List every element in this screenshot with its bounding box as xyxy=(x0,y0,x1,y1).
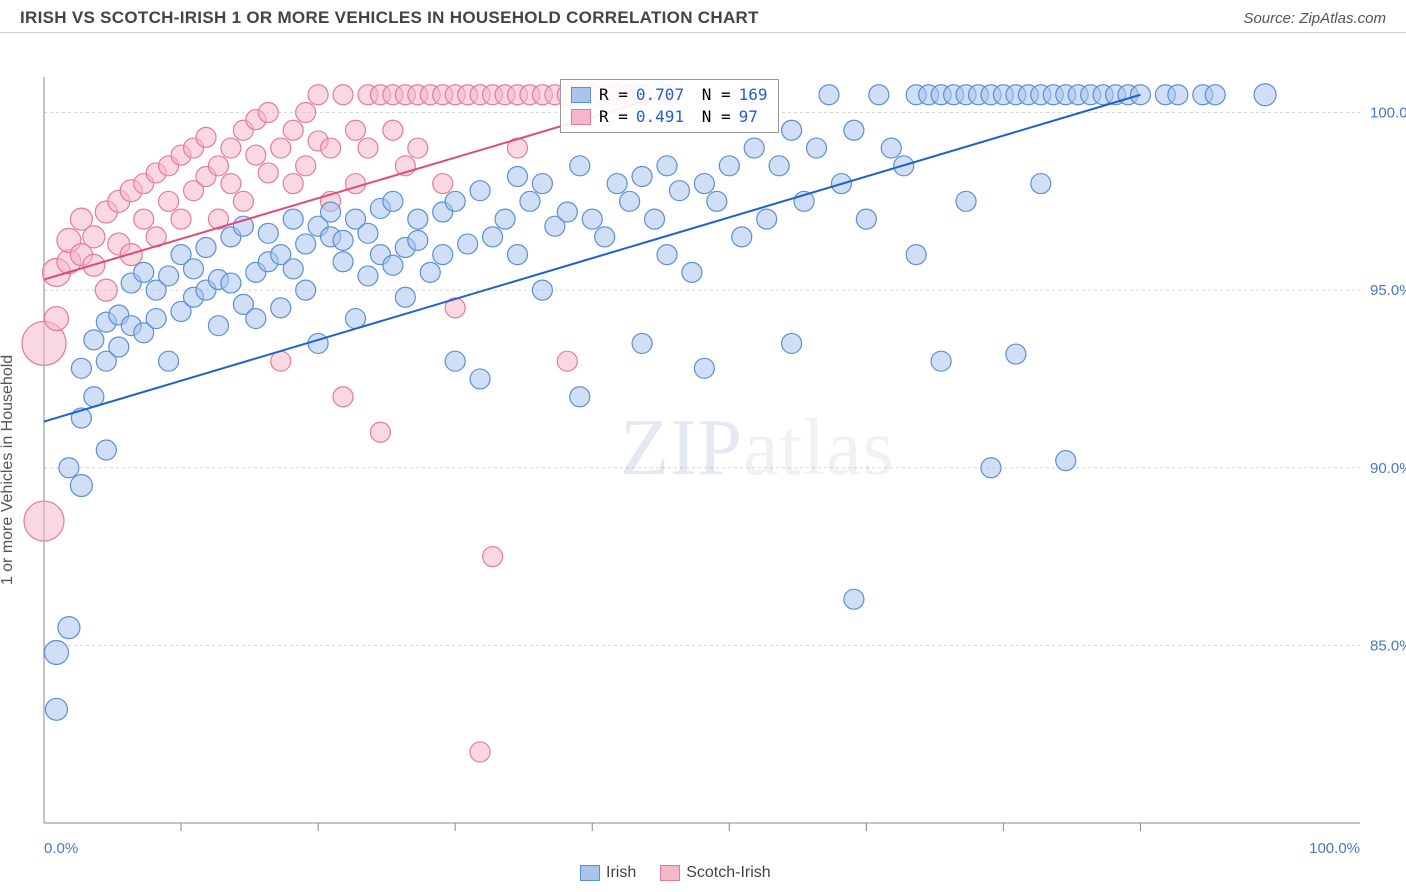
svg-text:95.0%: 95.0% xyxy=(1370,282,1406,299)
stats-row-scotch: R = 0.491 N = 97 xyxy=(571,106,768,128)
chart-area: 1 or more Vehicles in Household 85.0% 90.… xyxy=(0,33,1406,888)
svg-text:100.0%: 100.0% xyxy=(1370,105,1406,122)
stat-r-irish: 0.707 xyxy=(636,84,684,106)
legend-item-irish: Irish xyxy=(580,864,636,882)
y-axis-label: 1 or more Vehicles in Household xyxy=(0,354,17,584)
legend-label-scotch: Scotch-Irish xyxy=(686,864,770,882)
chart-title: IRISH VS SCOTCH-IRISH 1 OR MORE VEHICLES… xyxy=(20,8,759,28)
swatch-irish xyxy=(571,87,591,103)
stat-n-label: N = xyxy=(692,106,731,128)
stat-n-scotch: 97 xyxy=(739,106,758,128)
stat-r-scotch: 0.491 xyxy=(636,106,684,128)
stat-n-irish: 169 xyxy=(739,84,768,106)
legend-label-irish: Irish xyxy=(606,864,636,882)
stat-n-label: N = xyxy=(692,84,731,106)
svg-text:100.0%: 100.0% xyxy=(1309,840,1360,857)
svg-text:90.0%: 90.0% xyxy=(1370,460,1406,477)
stats-row-irish: R = 0.707 N = 169 xyxy=(571,84,768,106)
stats-legend-box: R = 0.707 N = 169 R = 0.491 N = 97 xyxy=(560,79,779,133)
stat-r-label: R = xyxy=(599,106,628,128)
legend-item-scotch: Scotch-Irish xyxy=(660,864,770,882)
chart-header: IRISH VS SCOTCH-IRISH 1 OR MORE VEHICLES… xyxy=(0,0,1406,33)
stat-r-label: R = xyxy=(599,84,628,106)
swatch-scotch xyxy=(571,109,591,125)
svg-text:85.0%: 85.0% xyxy=(1370,637,1406,654)
scatter-plot-svg: 85.0% 90.0% 95.0% 100.0% 0.0% 100.0% xyxy=(0,33,1406,888)
series-legend: Irish Scotch-Irish xyxy=(580,864,771,882)
chart-source: Source: ZipAtlas.com xyxy=(1243,10,1386,27)
legend-swatch-scotch xyxy=(660,865,680,881)
legend-swatch-irish xyxy=(580,865,600,881)
svg-text:0.0%: 0.0% xyxy=(44,840,78,857)
